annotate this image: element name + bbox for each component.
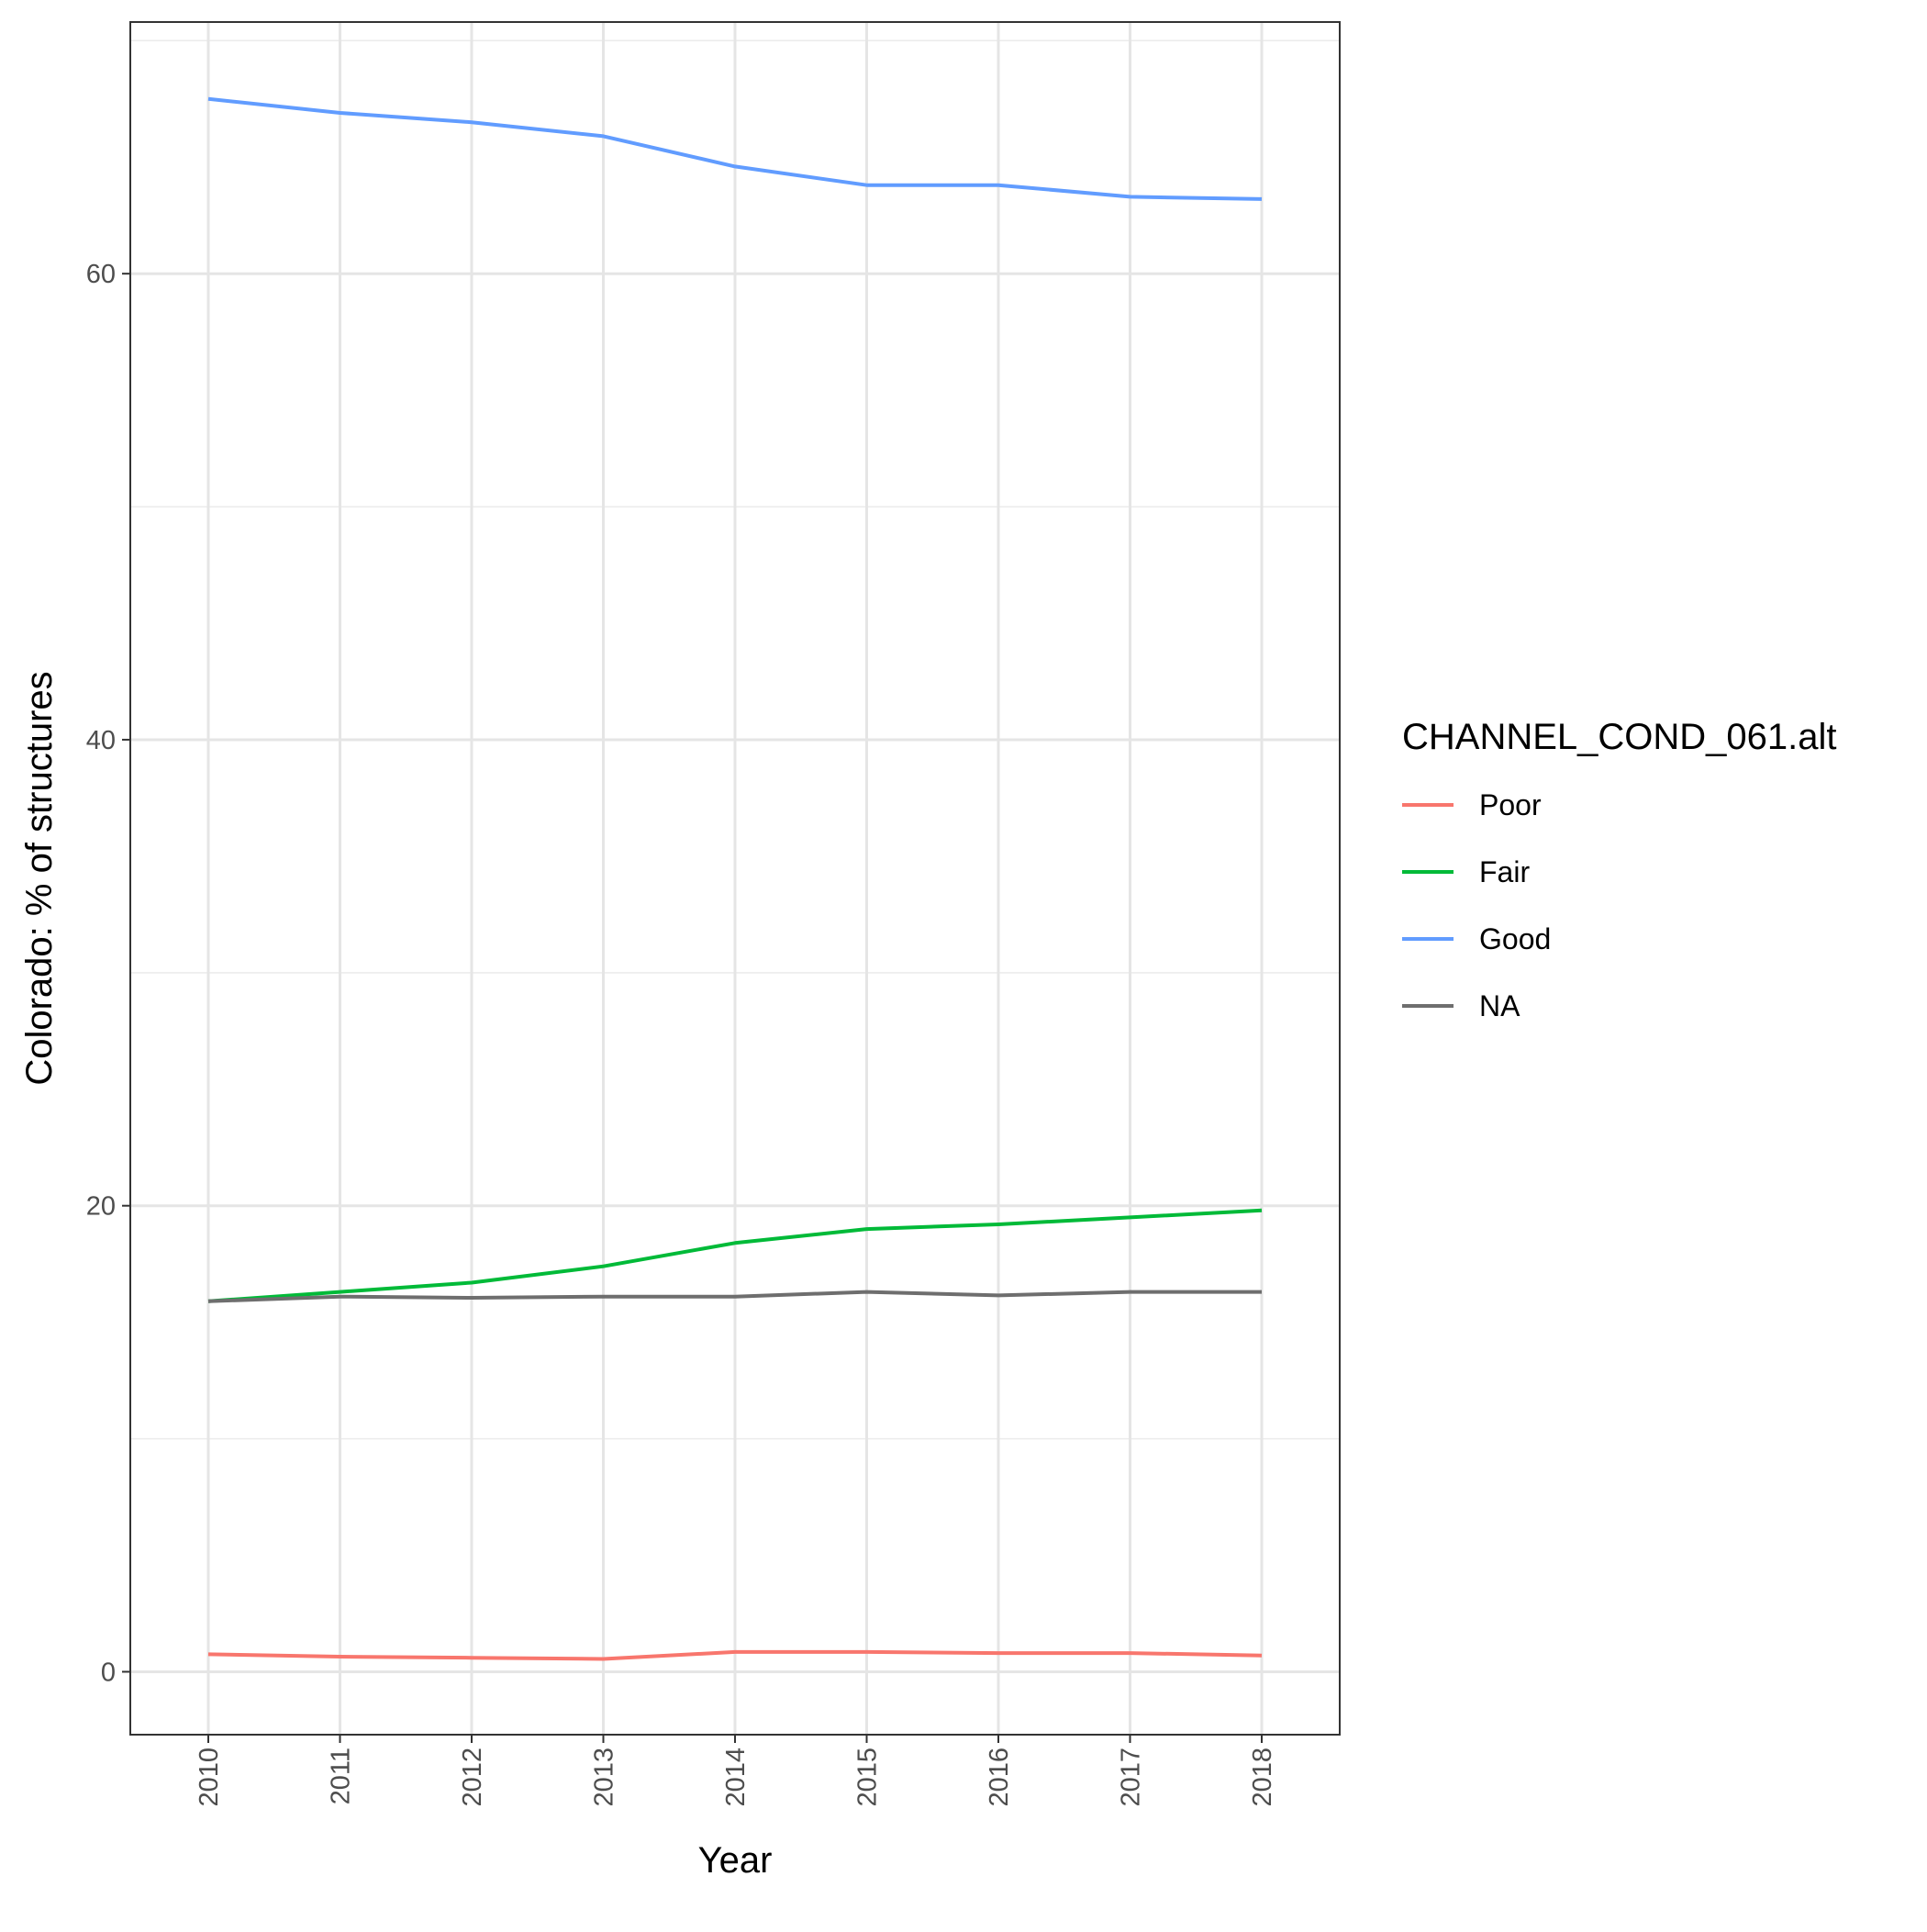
legend-label: NA (1479, 989, 1520, 1022)
series-lines (207, 96, 1263, 1661)
legend: CHANNEL_COND_061.alt Poor Fair Good NA (1402, 717, 1837, 1022)
x-tick-label: 2014 (721, 1748, 751, 1807)
y-tick-label: 60 (86, 260, 116, 289)
major-gridlines (130, 22, 1340, 1735)
legend-item-na: NA (1402, 989, 1520, 1022)
x-tick-label: 2011 (327, 1748, 356, 1804)
y-axis-title: Colorado: % of structures (19, 671, 60, 1085)
series-line-na (207, 1290, 1262, 1303)
y-axis: 0 20 40 60 (86, 260, 130, 1687)
x-tick-label: 2013 (590, 1748, 619, 1807)
legend-items: Poor Fair Good NA (1402, 788, 1551, 1022)
x-tick-label: 2018 (1248, 1748, 1277, 1807)
legend-title: CHANNEL_COND_061.alt (1402, 717, 1837, 757)
x-axis-title: Year (698, 1840, 773, 1881)
y-tick-label: 40 (86, 726, 116, 755)
x-axis: 2010 2011 2012 2013 2014 2015 2016 2017 2018 (195, 1735, 1277, 1807)
series-line-poor (207, 1649, 1263, 1661)
x-tick-label: 2012 (458, 1748, 487, 1807)
x-tick-label: 2016 (985, 1748, 1014, 1807)
series-line-good (207, 96, 1263, 201)
y-tick-label: 0 (101, 1658, 116, 1687)
legend-item-fair: Fair (1402, 855, 1530, 888)
legend-item-good: Good (1402, 922, 1551, 955)
x-tick-label: 2015 (853, 1748, 883, 1807)
series-line-fair (207, 1208, 1263, 1303)
legend-label: Poor (1479, 788, 1542, 821)
legend-item-poor: Poor (1402, 788, 1542, 821)
y-tick-label: 20 (86, 1192, 116, 1222)
legend-label: Good (1479, 922, 1551, 955)
x-tick-label: 2010 (195, 1748, 224, 1807)
x-tick-label: 2017 (1117, 1748, 1146, 1807)
legend-label: Fair (1479, 855, 1530, 888)
